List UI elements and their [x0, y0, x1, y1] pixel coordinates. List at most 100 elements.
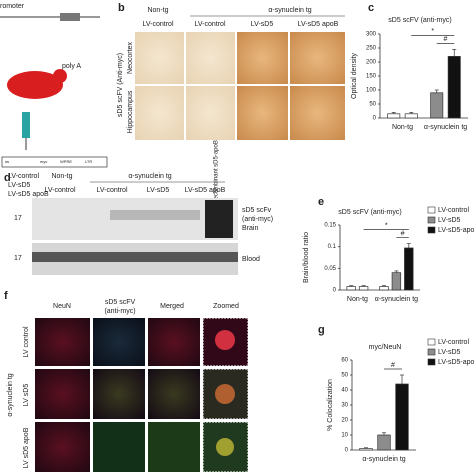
marker-label: 17	[14, 215, 22, 222]
column-label: (anti-myc)	[104, 308, 135, 315]
bar	[377, 434, 391, 451]
micrograph	[135, 32, 184, 84]
y-tick-label: 250	[366, 46, 377, 52]
vector-ss: ss	[5, 159, 9, 164]
chart-title: sD5 scFV (anti-myc)	[338, 209, 401, 216]
bar	[430, 92, 444, 119]
y-tick-label: 40	[341, 388, 348, 394]
mouse-head	[53, 69, 67, 83]
construct-name: LV-control	[8, 173, 39, 180]
y-tick-label: 60	[341, 358, 348, 364]
legend-swatch	[427, 358, 436, 366]
recombinant-label: Recombinant sD5-apoB	[214, 140, 220, 204]
legend-swatch	[427, 226, 436, 234]
y-tick-label: 0.1	[328, 244, 337, 250]
y-tick-label: 300	[366, 32, 377, 38]
panel-letter: g	[318, 324, 325, 336]
bar	[404, 247, 414, 291]
legend-label: LV-sD5	[438, 217, 461, 224]
legend-label: LV-sD5	[438, 349, 461, 356]
micrograph	[290, 32, 345, 84]
marker-label: 17	[14, 255, 22, 262]
blot-label: Brain	[242, 225, 258, 232]
significance-mark: *	[385, 222, 388, 229]
y-axis-label: Optical density	[351, 53, 358, 99]
image-grid	[35, 317, 249, 473]
legend-swatch	[427, 206, 436, 214]
panel-letter: e	[318, 196, 324, 208]
syringe	[22, 112, 30, 138]
polya-box	[60, 13, 80, 21]
micrograph	[186, 86, 235, 140]
bar	[391, 272, 402, 291]
chart-title: sD5 scFV (anti-myc)	[388, 17, 451, 24]
column-label: LV-control	[195, 21, 226, 28]
y-tick-label: 0	[345, 448, 349, 454]
construct-name: LV-sD5 apoB	[8, 191, 49, 198]
panel-letter: d	[4, 172, 11, 184]
blot-band	[205, 200, 233, 238]
column-label: LV-control	[143, 21, 174, 28]
blot-label: Blood	[242, 256, 260, 263]
micrograph	[237, 32, 288, 84]
significance-mark: #	[444, 36, 448, 43]
row-label: Hippocampus	[127, 90, 134, 133]
bar	[447, 56, 461, 119]
x-group-label: Non-tg	[347, 296, 368, 303]
promoter-label: romoter	[0, 3, 25, 10]
vector-box	[1, 156, 108, 168]
micrograph	[135, 86, 184, 140]
row-label: LV sD5 apoB	[23, 427, 30, 468]
bar	[387, 113, 401, 119]
column-label: Zoomed	[213, 303, 239, 310]
column-label: LV-sD5 apoB	[298, 21, 339, 28]
column-label: LV-sD5	[251, 21, 274, 28]
group-label: α-synuclein tg	[7, 373, 14, 416]
significance-mark: #	[401, 230, 405, 237]
legend-swatch	[427, 338, 436, 346]
stain-label: sD5 scFV (Anti-myc)	[117, 53, 124, 117]
blot-label: (anti-myc)	[242, 216, 273, 223]
panel-d: d Non-tg α-synuclein tg LV-control LV-co…	[4, 140, 273, 275]
group-label: Non-tg	[51, 173, 72, 180]
y-tick-label: 0	[333, 288, 337, 294]
group-label: α-synuclein tg	[128, 173, 171, 180]
column-label: NeuN	[53, 303, 71, 310]
y-tick-label: 20	[341, 418, 348, 424]
panel-b: b Non-tg α-synuclein tg LV-control LV-co…	[117, 2, 345, 140]
y-tick-label: 200	[366, 60, 377, 66]
micrograph	[186, 32, 235, 84]
x-group-label: Non-tg	[392, 124, 413, 131]
bar	[379, 286, 389, 291]
legend-swatch	[427, 348, 436, 356]
y-tick-label: 0.15	[324, 223, 336, 229]
vector-ltr: LTR	[85, 159, 92, 164]
x-group-label: α-synuclein tg	[362, 456, 405, 463]
y-axis-label: Brain/blood ratio	[303, 232, 310, 283]
column-label: LV-control	[45, 187, 76, 194]
y-tick-label: 0.05	[324, 266, 336, 272]
significance-mark: *	[431, 28, 434, 35]
row-label: Neocortex	[127, 42, 134, 74]
blot-label: sD5 scFv	[242, 207, 272, 214]
bar	[395, 383, 409, 451]
vector-myc: myc	[40, 159, 47, 164]
bar	[358, 286, 369, 291]
mouse	[7, 71, 63, 99]
legend-label: LV-sD5-apoB	[438, 359, 474, 366]
y-tick-label: 150	[366, 74, 377, 80]
row-label: LV sD5	[23, 384, 30, 407]
vector-wpre: WPRE	[60, 159, 72, 164]
column-label: LV-control	[97, 187, 128, 194]
y-tick-label: 50	[341, 373, 348, 379]
legend-label: LV-sD5-apoB	[438, 227, 474, 234]
micrograph	[290, 86, 345, 140]
blot-band	[110, 210, 200, 220]
column-label: sD5 scFV	[105, 299, 136, 306]
y-tick-label: 0	[373, 116, 377, 122]
bar	[346, 286, 356, 291]
chart-title: myc/NeuN	[369, 344, 402, 351]
legend-swatch	[427, 216, 436, 224]
group-label: Non-tg	[147, 7, 168, 14]
panel-f: f NeuN sD5 scFV (anti-myc) Merged Zoomed…	[4, 290, 249, 473]
